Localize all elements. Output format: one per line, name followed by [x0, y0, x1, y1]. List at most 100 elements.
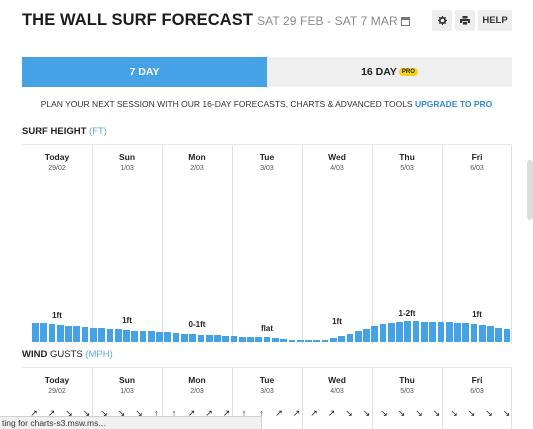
surf-bar[interactable]	[470, 324, 478, 342]
surf-grid-edge	[511, 145, 512, 344]
surf-bar[interactable]	[263, 337, 271, 342]
surf-title-text: SURF HEIGHT	[22, 126, 87, 137]
surf-height-label: 0-1ft	[188, 320, 206, 329]
surf-bar[interactable]	[503, 329, 511, 342]
surf-unit[interactable]: (FT)	[89, 126, 107, 137]
surf-bar[interactable]	[387, 323, 395, 342]
surf-bar[interactable]	[147, 331, 155, 342]
surf-day-date: 5/03	[400, 165, 414, 172]
surf-day-divider	[232, 145, 233, 344]
wind-arrow-icon: ↘	[467, 408, 476, 418]
wind-arrow-icon: ↘	[415, 408, 423, 418]
surf-bar[interactable]	[404, 321, 412, 342]
surf-day-name: Today	[44, 152, 70, 162]
surf-height-label: 1ft	[332, 317, 342, 326]
surf-bar[interactable]	[230, 336, 238, 342]
surf-bar[interactable]	[272, 338, 279, 342]
surf-bar[interactable]	[205, 335, 213, 342]
surf-bar[interactable]	[329, 338, 337, 342]
wind-day-name: Fri	[471, 375, 483, 385]
surf-bar[interactable]	[363, 329, 370, 342]
wind-arrow-icon: ↘	[345, 408, 353, 418]
surf-bar[interactable]	[338, 336, 345, 342]
surf-height-label: 1ft	[472, 310, 482, 319]
surf-bar[interactable]	[238, 337, 246, 342]
surf-bar[interactable]	[81, 327, 89, 342]
surf-day-date: 29/02	[48, 165, 66, 172]
surf-bar[interactable]	[214, 335, 221, 342]
settings-button[interactable]	[432, 10, 452, 31]
wind-arrow-icon: ↗	[275, 408, 283, 418]
wind-arrow-icon: ↘	[82, 408, 91, 418]
surf-bar[interactable]	[280, 339, 288, 342]
surf-bar[interactable]	[181, 334, 188, 342]
surf-bar[interactable]	[73, 326, 81, 342]
wind-unit[interactable]: (MPH)	[85, 349, 113, 360]
page-scrollbar[interactable]	[527, 160, 533, 220]
surf-bar[interactable]	[296, 340, 304, 342]
help-button[interactable]: HELP	[478, 10, 512, 31]
promo-text: PLAN YOUR NEXT SESSION WITH OUR 16-DAY F…	[40, 99, 413, 109]
surf-bar[interactable]	[123, 330, 130, 342]
surf-bar[interactable]	[56, 325, 64, 342]
surf-bar[interactable]	[313, 340, 321, 342]
surf-bar[interactable]	[172, 333, 180, 342]
wind-title: WIND GUSTS (MPH)	[22, 349, 113, 360]
surf-bar[interactable]	[114, 329, 122, 342]
upgrade-link[interactable]: UPGRADE TO PRO	[414, 99, 493, 109]
surf-bar[interactable]	[421, 322, 428, 342]
surf-bar[interactable]	[354, 331, 362, 342]
surf-bar[interactable]	[495, 328, 503, 342]
calendar-icon[interactable]	[400, 17, 410, 26]
surf-day-date: 6/03	[470, 165, 484, 172]
wind-arrow-icon: ↗	[30, 408, 38, 418]
surf-bar[interactable]	[478, 325, 486, 342]
surf-bar[interactable]	[396, 322, 403, 342]
surf-bar[interactable]	[32, 323, 39, 342]
surf-bar[interactable]	[437, 322, 445, 342]
surf-bar[interactable]	[255, 337, 263, 342]
wind-grid-edge	[511, 368, 512, 429]
surf-bar[interactable]	[106, 329, 114, 342]
surf-day-name: Wed	[328, 152, 346, 162]
wind-day-divider	[442, 368, 443, 429]
surf-bar[interactable]	[445, 322, 453, 342]
surf-bar[interactable]	[487, 326, 494, 342]
print-button[interactable]	[455, 10, 475, 31]
surf-bar[interactable]	[379, 324, 387, 342]
surf-bar[interactable]	[462, 323, 470, 342]
surf-bar[interactable]	[98, 328, 105, 342]
surf-bar[interactable]	[164, 332, 172, 342]
surf-bar[interactable]	[131, 331, 139, 342]
surf-bar[interactable]	[412, 321, 420, 342]
wind-day-date: 2/03	[190, 388, 204, 395]
surf-bar[interactable]	[371, 326, 379, 342]
surf-bar[interactable]	[346, 334, 354, 342]
tab-16-day[interactable]: 16 DAY PRO	[267, 57, 512, 87]
surf-bar[interactable]	[305, 340, 312, 342]
surf-bar[interactable]	[189, 334, 196, 342]
surf-bar[interactable]	[65, 326, 72, 342]
surf-bar[interactable]	[40, 323, 48, 342]
surf-bar[interactable]	[247, 337, 254, 342]
surf-bar[interactable]	[156, 332, 163, 342]
surf-day-name: Thu	[399, 152, 415, 162]
surf-bar[interactable]	[222, 336, 230, 342]
surf-bar[interactable]	[139, 331, 147, 342]
wind-day-name: Wed	[328, 375, 346, 385]
surf-bar[interactable]	[454, 323, 461, 342]
surf-bar[interactable]	[288, 340, 296, 342]
date-range[interactable]: SAT 29 FEB - SAT 7 MAR	[257, 14, 398, 28]
surf-bar[interactable]	[429, 322, 436, 342]
tab-7-day[interactable]: 7 DAY	[22, 57, 267, 87]
wind-arrow-icon: ↗	[187, 408, 196, 418]
wind-arrow-icon: ↘	[432, 408, 441, 418]
wind-arrow-icon: ↑	[154, 408, 159, 418]
surf-bar[interactable]	[89, 328, 97, 342]
surf-height-chart: Today 29/02 Sun 1/03 Mon 2/03 Tue 3/03 Wed 4/03 Th…	[22, 144, 512, 344]
wind-arrow-icon: ↘	[485, 408, 493, 418]
surf-bar[interactable]	[48, 324, 56, 342]
surf-bar[interactable]	[197, 335, 205, 342]
tab-7-day-label: 7 DAY	[129, 66, 160, 78]
surf-bar[interactable]	[321, 340, 329, 342]
